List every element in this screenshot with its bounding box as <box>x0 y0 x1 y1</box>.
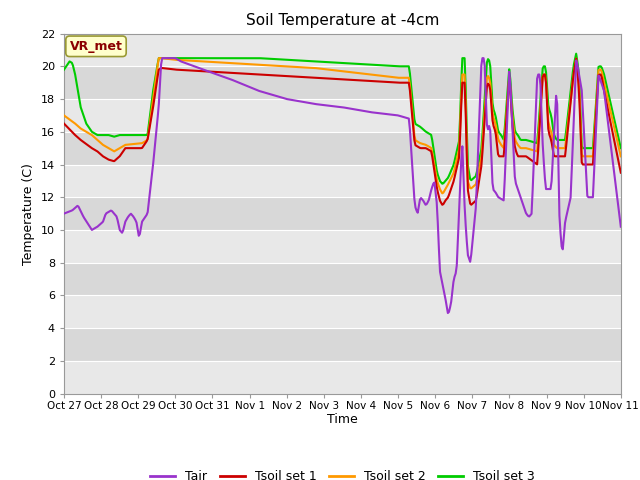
Bar <box>64 132 621 165</box>
Bar <box>64 66 621 99</box>
Bar <box>64 165 621 197</box>
Bar <box>64 197 621 230</box>
X-axis label: Time: Time <box>327 413 358 426</box>
Bar <box>64 295 621 328</box>
Bar <box>64 99 621 132</box>
Y-axis label: Temperature (C): Temperature (C) <box>22 163 35 264</box>
Bar <box>64 34 621 66</box>
Text: VR_met: VR_met <box>70 40 122 53</box>
Bar <box>64 328 621 361</box>
Title: Soil Temperature at -4cm: Soil Temperature at -4cm <box>246 13 439 28</box>
Bar <box>64 361 621 394</box>
Legend: Tair, Tsoil set 1, Tsoil set 2, Tsoil set 3: Tair, Tsoil set 1, Tsoil set 2, Tsoil se… <box>145 465 540 480</box>
Bar <box>64 263 621 295</box>
Bar <box>64 230 621 263</box>
